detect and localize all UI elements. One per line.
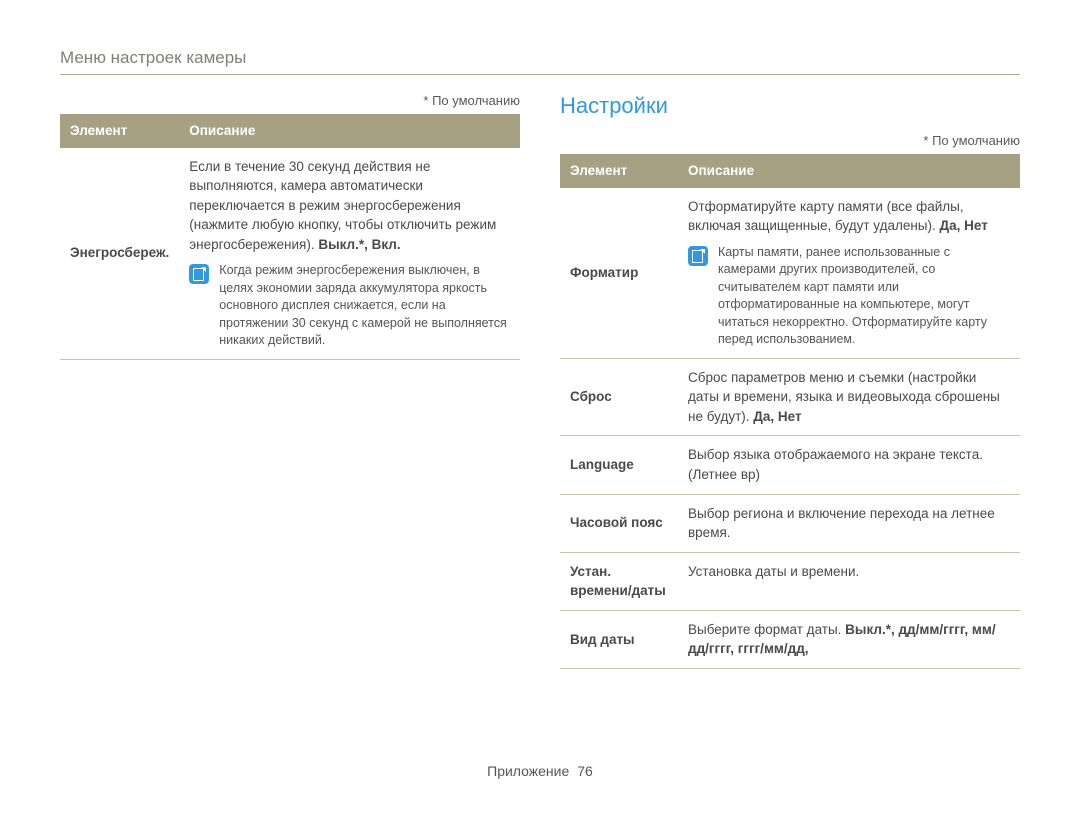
desc-text: Отформатируйте карту памяти (все файлы, …: [688, 199, 964, 234]
row-name: Энегросбереж.: [60, 148, 179, 360]
default-note-left: * По умолчанию: [60, 93, 520, 108]
col-header-element: Элемент: [560, 154, 678, 188]
desc-text: Выберите формат даты.: [688, 622, 845, 637]
note-icon: [688, 246, 708, 266]
col-header-element: Элемент: [60, 114, 179, 148]
row-name: Устан. времени/даты: [560, 552, 678, 610]
desc-text: Сброс параметров меню и съемки (настройк…: [688, 370, 1000, 424]
note-icon: [189, 264, 209, 284]
table-row: Language Выбор языка отображаемого на эк…: [560, 436, 1020, 494]
col-header-description: Описание: [678, 154, 1020, 188]
desc-bold: Да, Нет: [940, 218, 988, 233]
row-name: Language: [560, 436, 678, 494]
page-footer: Приложение 76: [0, 763, 1080, 779]
row-name: Сброс: [560, 358, 678, 436]
page-title: Меню настроек камеры: [60, 48, 1020, 75]
row-description: Выбор региона и включение перехода на ле…: [678, 494, 1020, 552]
table-row: Устан. времени/даты Установка даты и вре…: [560, 552, 1020, 610]
footer-label: Приложение: [487, 763, 569, 779]
table-row: Форматир Отформатируйте карту памяти (вс…: [560, 188, 1020, 359]
note-text: Карты памяти, ранее использованные с кам…: [718, 244, 1010, 349]
table-row: Часовой пояс Выбор региона и включение п…: [560, 494, 1020, 552]
row-description: Сброс параметров меню и съемки (настройк…: [678, 358, 1020, 436]
row-description: Отформатируйте карту памяти (все файлы, …: [678, 188, 1020, 359]
section-title-settings: Настройки: [560, 93, 1020, 119]
note-text: Когда режим энергосбережения выключен, в…: [219, 262, 510, 350]
right-column: Настройки * По умолчанию Элемент Описани…: [560, 93, 1020, 669]
desc-bold: Да, Нет: [753, 409, 801, 424]
table-row: Энегросбереж. Если в течение 30 секунд д…: [60, 148, 520, 360]
default-note-right: * По умолчанию: [560, 133, 1020, 148]
note-block: Карты памяти, ранее использованные с кам…: [688, 244, 1010, 349]
note-block: Когда режим энергосбережения выключен, в…: [189, 262, 510, 350]
row-description: Если в течение 30 секунд действия не вып…: [179, 148, 520, 360]
row-name: Вид даты: [560, 610, 678, 668]
left-settings-table: Элемент Описание Энегросбереж. Если в те…: [60, 114, 520, 360]
right-settings-table: Элемент Описание Форматир Отформатируйте…: [560, 154, 1020, 669]
table-row: Сброс Сброс параметров меню и съемки (на…: [560, 358, 1020, 436]
row-description: Установка даты и времени.: [678, 552, 1020, 610]
row-description: Выберите формат даты. Выкл.*, дд/мм/гггг…: [678, 610, 1020, 668]
row-name: Форматир: [560, 188, 678, 359]
desc-text: Установка даты и времени.: [688, 564, 859, 579]
row-name: Часовой пояс: [560, 494, 678, 552]
desc-text: Выбор языка отображаемого на экране текс…: [688, 447, 983, 482]
row-description: Выбор языка отображаемого на экране текс…: [678, 436, 1020, 494]
footer-page-number: 76: [577, 763, 593, 779]
desc-bold: Выкл.*, Вкл.: [318, 237, 400, 252]
table-row: Вид даты Выберите формат даты. Выкл.*, д…: [560, 610, 1020, 668]
left-column: * По умолчанию Элемент Описание Энегросб…: [60, 93, 520, 669]
desc-text: Выбор региона и включение перехода на ле…: [688, 506, 995, 541]
col-header-description: Описание: [179, 114, 520, 148]
